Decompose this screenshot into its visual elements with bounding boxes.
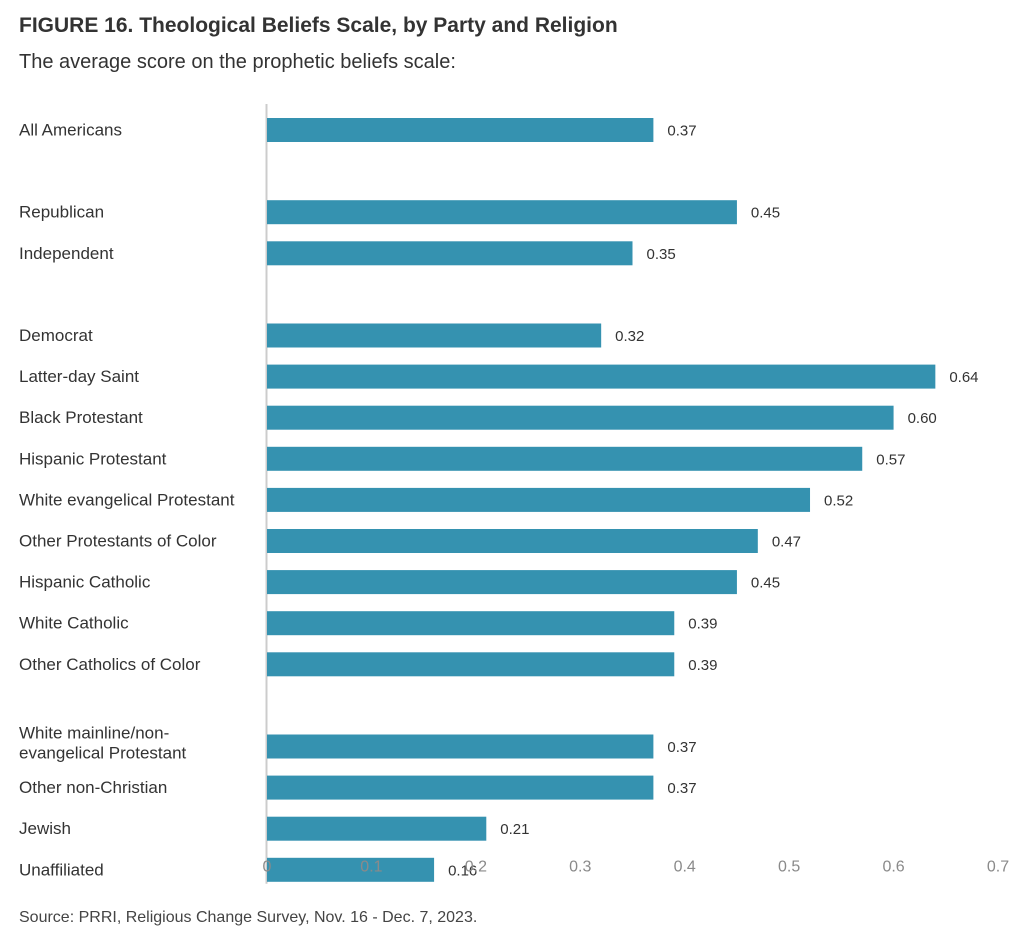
x-tick-label: 0.2 (465, 859, 487, 876)
value-label: 0.21 (500, 821, 529, 838)
value-label: 0.57 (876, 451, 905, 468)
bar (267, 487, 811, 512)
value-label: 0.37 (667, 780, 696, 797)
value-label: 0.39 (688, 657, 717, 674)
bar (267, 118, 654, 142)
category-label: Other non-Christian (19, 778, 167, 797)
category-label: Black Protestant (19, 408, 143, 427)
category-label: Republican (19, 203, 104, 222)
category-label: Other Protestants of Color (19, 532, 217, 551)
x-tick-label: 0.6 (882, 859, 904, 876)
value-label: 0.45 (751, 575, 780, 592)
category-label: Latter-day Saint (19, 367, 139, 386)
bar (267, 570, 737, 595)
bar (267, 652, 675, 677)
category-label: Other Catholics of Color (19, 655, 201, 674)
value-label: 0.37 (667, 739, 696, 756)
chart-subtitle: The average score on the prophetic belie… (19, 51, 456, 73)
bar (267, 611, 675, 636)
x-tick-label: 0.3 (569, 859, 591, 876)
category-label: Democrat (19, 326, 93, 345)
value-label: 0.35 (647, 246, 676, 263)
bar (267, 241, 633, 266)
category-label: Independent (19, 244, 114, 263)
category-label: All Americans (19, 121, 122, 140)
x-tick-label: 0.5 (778, 859, 800, 876)
category-label: Unaffiliated (19, 860, 104, 879)
x-tick-label: 0.7 (987, 859, 1009, 876)
bar (267, 323, 602, 348)
x-tick-label: 0 (263, 859, 272, 876)
x-tick-label: 0.1 (360, 859, 382, 876)
bar (267, 816, 487, 841)
x-tick-label: 0.4 (674, 859, 696, 876)
bar (267, 529, 758, 553)
value-label: 0.60 (908, 410, 937, 427)
value-label: 0.37 (667, 123, 696, 140)
bar (267, 857, 435, 882)
category-label: Hispanic Protestant (19, 449, 167, 468)
source-note: Source: PRRI, Religious Change Survey, N… (19, 909, 478, 926)
category-label: Hispanic Catholic (19, 573, 151, 592)
bar (267, 364, 936, 389)
category-label: White evangelical Protestant (19, 490, 235, 509)
chart-title: FIGURE 16. Theological Beliefs Scale, by… (19, 14, 618, 37)
bar (267, 734, 654, 759)
value-label: 0.39 (688, 616, 717, 633)
value-label: 0.47 (772, 534, 801, 551)
value-label: 0.32 (615, 328, 644, 345)
value-label: 0.45 (751, 205, 780, 222)
bar (267, 446, 863, 471)
category-label: Jewish (19, 819, 71, 838)
value-label: 0.64 (949, 369, 978, 386)
category-label: White Catholic (19, 614, 129, 633)
bar (267, 200, 737, 225)
category-label: White mainline/non-evangelical Protestan… (19, 724, 187, 763)
value-label: 0.52 (824, 492, 853, 509)
value-label: 0.16 (448, 862, 477, 879)
bar (267, 405, 894, 430)
bar (267, 775, 654, 800)
